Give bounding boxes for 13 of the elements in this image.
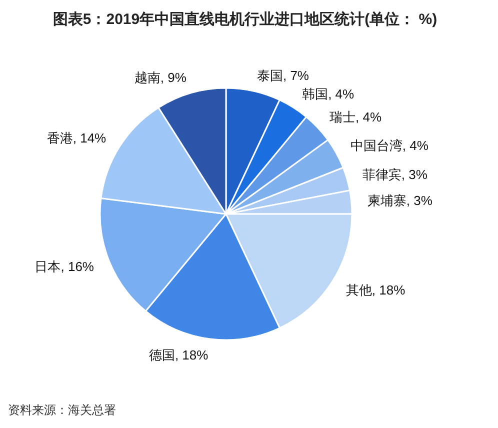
slice-label: 中国台湾, 4% [350,138,429,154]
slice-label: 韩国, 4% [302,86,355,102]
slice-label: 越南, 9% [134,70,187,86]
slice-label: 菲律宾, 3% [362,166,428,182]
slice-label: 瑞士, 4% [330,109,382,124]
slice-label: 德国, 18% [148,347,209,362]
text: 资料来源：海关总署 [8,403,116,417]
slice-label: 泰国, 7% [256,68,310,83]
slice-label: 日本, 16% [34,258,94,274]
slice-label: 柬埔寨, 3% [367,193,433,208]
slice-label: 其他, 18% [346,282,406,298]
chart-title: 图表5：2019年中国直线电机行业进口地区统计(单位： %) [52,11,438,28]
slice-label: 香港, 14% [46,130,107,146]
